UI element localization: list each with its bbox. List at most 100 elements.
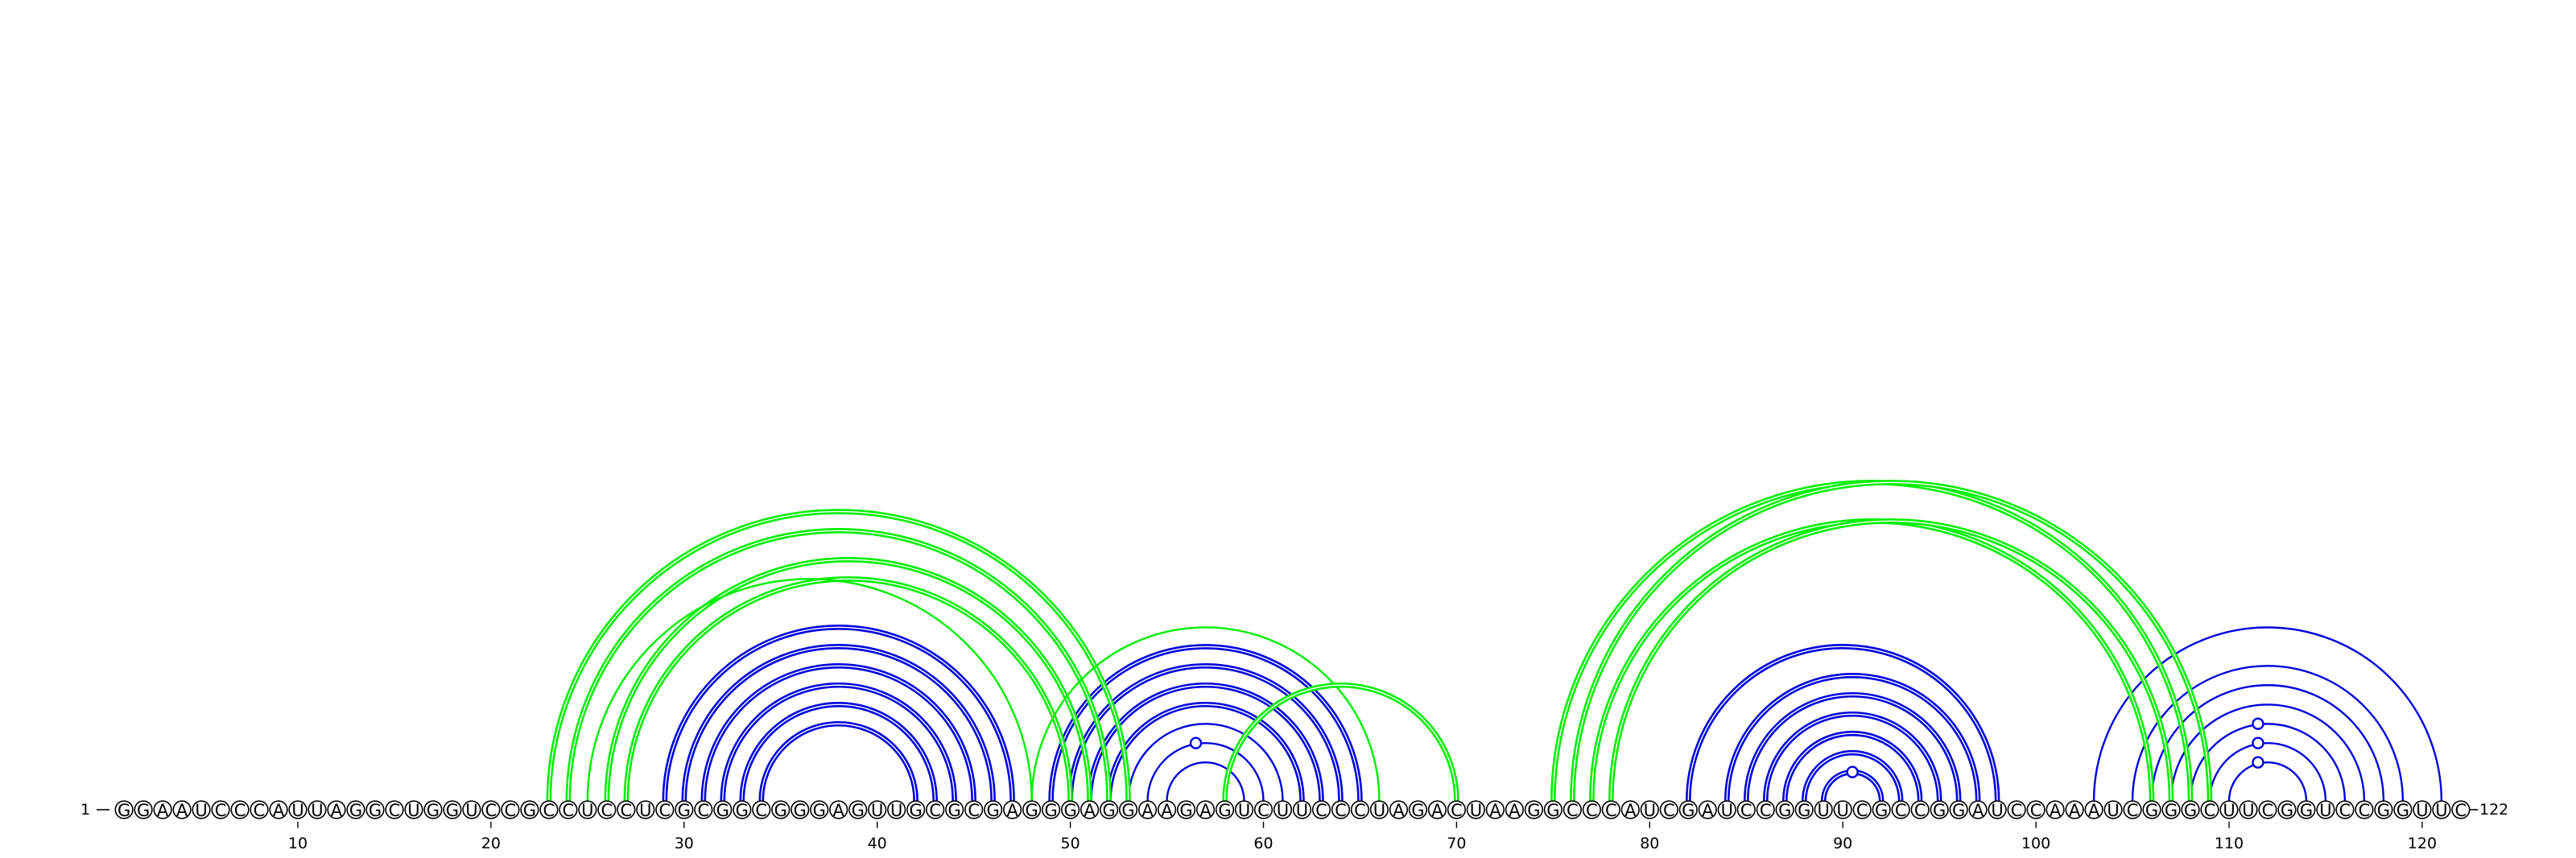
- nucleotide-117-circle: [2355, 800, 2374, 819]
- nucleotide-76-letter: C: [1567, 801, 1579, 820]
- nucleotide-44-circle: [945, 800, 964, 819]
- nucleotide-114-circle: [2297, 800, 2316, 819]
- nucleotide-116-circle: [2335, 800, 2355, 819]
- green-arc-gap-26-51: [606, 559, 1091, 802]
- blue-arc-53-61: [1127, 723, 1284, 802]
- nucleotide-97-letter: A: [1972, 801, 1984, 820]
- nucleotide-84-circle: [1717, 800, 1736, 819]
- nucleotide-34-circle: [752, 800, 771, 819]
- nucleotide-1-circle: [114, 800, 134, 819]
- nucleotide-21-letter: C: [505, 801, 517, 820]
- blue-arc-outer-85-96: [1743, 691, 1962, 802]
- nucleotide-93-letter: C: [1895, 801, 1907, 820]
- nucleotide-49-circle: [1042, 800, 1061, 819]
- blue-arc-gap-88-93: [1803, 752, 1901, 802]
- nucleotide-87-circle: [1775, 800, 1794, 819]
- nucleotide-9-letter: A: [273, 801, 285, 820]
- nucleotide-55-letter: A: [1161, 801, 1173, 820]
- nucleotide-99-letter: C: [2011, 801, 2023, 820]
- blue-arc-outer-52-62: [1106, 701, 1305, 802]
- blue-arc-gap-34-42: [761, 723, 917, 802]
- nucleotide-120-letter: U: [2416, 801, 2428, 820]
- nucleotide-84-letter: U: [1721, 801, 1733, 820]
- tick-label-40: 40: [868, 835, 887, 852]
- nucleotide-25-letter: U: [581, 801, 593, 820]
- blue-arc-108-116: [2189, 723, 2347, 802]
- nucleotide-114-letter: G: [2300, 801, 2313, 820]
- nucleotide-94-circle: [1910, 800, 1930, 819]
- nucleotide-56-circle: [1176, 800, 1196, 819]
- nucleotide-93-circle: [1891, 800, 1910, 819]
- nucleotide-40-letter: U: [871, 801, 883, 820]
- nucleotide-54-circle: [1137, 800, 1158, 819]
- nucleotide-109-letter: C: [2204, 801, 2216, 820]
- nucleotide-79-letter: A: [1624, 801, 1637, 820]
- nucleotide-66-letter: U: [1373, 801, 1385, 820]
- nucleotide-73-circle: [1505, 800, 1524, 819]
- tick-label-90: 90: [1833, 835, 1852, 852]
- tick-label-50: 50: [1061, 835, 1080, 852]
- nucleotide-13-letter: G: [349, 801, 362, 820]
- nucleotide-15-letter: C: [389, 801, 401, 820]
- sequence-end-label: 122: [2479, 801, 2508, 819]
- nucleotide-68-circle: [1408, 800, 1428, 819]
- nucleotide-27-circle: [617, 800, 636, 819]
- nucleotide-94-letter: C: [1914, 801, 1926, 820]
- nucleotide-115-letter: U: [2319, 801, 2331, 820]
- green-arc-gap-27-50: [625, 578, 1071, 802]
- nucleotide-22-letter: G: [523, 801, 536, 820]
- blue-arc-outer-86-95: [1762, 711, 1942, 802]
- nucleotide-118-circle: [2374, 800, 2393, 819]
- nucleotide-35-letter: G: [774, 801, 787, 820]
- nucleotide-82-letter: G: [1682, 801, 1695, 820]
- nucleotide-76-circle: [1563, 800, 1582, 819]
- blue-arc-gap-29-47: [664, 626, 1013, 802]
- nucleotide-33-circle: [733, 800, 752, 819]
- nucleotide-41-letter: U: [890, 801, 902, 820]
- nucleotide-60-circle: [1253, 800, 1274, 819]
- nucleotide-61-circle: [1273, 800, 1293, 819]
- nucleotide-102-letter: A: [2069, 801, 2081, 820]
- nucleotide-12-letter: A: [331, 801, 343, 820]
- nucleotide-101-letter: A: [2050, 801, 2062, 820]
- nucleotide-65-letter: C: [1354, 801, 1366, 820]
- nucleotide-45-letter: C: [968, 801, 980, 820]
- nucleotide-42-circle: [906, 800, 926, 819]
- nucleotide-83-circle: [1698, 800, 1717, 819]
- nucleotide-86-letter: C: [1760, 801, 1772, 820]
- nucleotide-112-letter: C: [2262, 801, 2274, 820]
- nucleotide-82-circle: [1678, 800, 1698, 819]
- tick-label-20: 20: [481, 835, 501, 852]
- nucleotide-86-circle: [1756, 800, 1775, 819]
- nucleotide-1-letter: G: [118, 801, 130, 820]
- nucleotide-59-letter: U: [1238, 801, 1250, 820]
- tick-label-110: 110: [2215, 835, 2244, 852]
- nucleotide-24-letter: C: [563, 801, 575, 820]
- nucleotide-38-circle: [829, 800, 848, 819]
- green-arc-25-48: [586, 578, 1033, 802]
- blue-arc-gap-52-62: [1108, 703, 1303, 802]
- nucleotide-32-circle: [713, 800, 733, 819]
- nucleotide-69-letter: A: [1431, 801, 1443, 820]
- hairpin-marker-0: [1189, 736, 1203, 749]
- nucleotide-46-letter: G: [986, 801, 999, 820]
- nucleotide-99-circle: [2007, 800, 2026, 819]
- nucleotide-39-circle: [848, 800, 868, 819]
- nucleotide-106-letter: G: [2145, 801, 2158, 820]
- nucleotide-77-letter: C: [1586, 801, 1598, 820]
- nucleotide-55-circle: [1157, 800, 1177, 819]
- blue-arc-107-117: [2169, 703, 2366, 802]
- green-arc-48-66: [1030, 626, 1381, 802]
- nucleotide-90-letter: U: [1837, 801, 1849, 820]
- nucleotide-71-letter: U: [1470, 801, 1482, 820]
- nucleotide-108-circle: [2181, 800, 2200, 819]
- green-arc-gap-23-53: [548, 510, 1129, 802]
- nucleotide-51-letter: A: [1084, 801, 1096, 820]
- nucleotide-53-circle: [1118, 800, 1138, 819]
- nucleotide-12-circle: [327, 800, 346, 819]
- nucleotide-68-letter: G: [1411, 801, 1424, 820]
- nucleotide-72-letter: A: [1489, 801, 1501, 820]
- nucleotide-60-letter: C: [1257, 801, 1269, 820]
- nucleotide-96-circle: [1949, 800, 1968, 819]
